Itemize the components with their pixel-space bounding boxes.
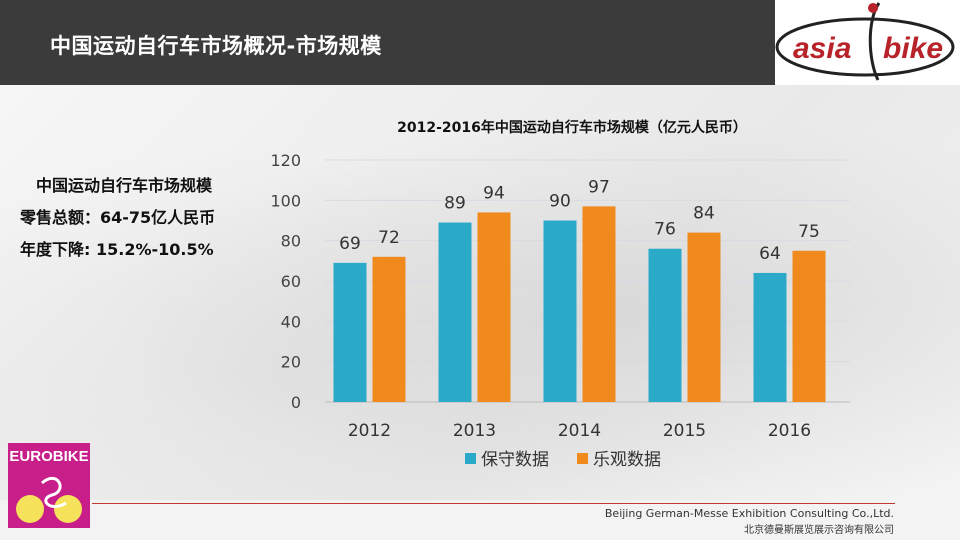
data-label: 94 bbox=[483, 183, 505, 203]
legend-swatch bbox=[465, 453, 476, 464]
footer-company-cn: 北京德曼斯展览展示咨询有限公司 bbox=[744, 525, 894, 536]
y-tick-label: 0 bbox=[291, 393, 301, 412]
logo-text-asia: asia bbox=[793, 32, 851, 65]
asiabike-logo-graphic: asia bike bbox=[775, 2, 955, 81]
bar-optimistic-2016 bbox=[792, 250, 826, 402]
chart-legend: 保守数据 乐观数据 bbox=[465, 450, 661, 470]
summary-retail-total: 零售总额：64-75亿人民币 bbox=[20, 208, 216, 227]
summary-annual-decline: 年度下降: 15.2%-10.5% bbox=[20, 240, 214, 259]
eurobike-text: EUROBIKE bbox=[9, 448, 88, 465]
y-tick-label: 20 bbox=[281, 353, 301, 372]
header-bar: 中国运动自行车市场概况-市场规模 bbox=[0, 0, 775, 85]
summary-box: 中国运动自行车市场规模 零售总额：64-75亿人民币 年度下降: 15.2%-1… bbox=[20, 170, 260, 266]
bar-conservative-2013 bbox=[438, 222, 472, 402]
footer-divider bbox=[92, 503, 895, 504]
eurobike-logo-graphic: EUROBIKE bbox=[8, 443, 90, 528]
y-tick-label: 60 bbox=[281, 272, 301, 291]
y-tick-label: 40 bbox=[281, 312, 301, 331]
legend-label: 乐观数据 bbox=[593, 450, 661, 470]
data-label: 69 bbox=[339, 234, 361, 254]
data-label: 84 bbox=[693, 204, 715, 224]
legend-swatch bbox=[577, 453, 588, 464]
bar-conservative-2016 bbox=[753, 272, 787, 402]
chart-title: 2012-2016年中国运动自行车市场规模（亿元人民币） bbox=[397, 119, 747, 136]
bar-conservative-2015 bbox=[648, 248, 682, 402]
bar-optimistic-2015 bbox=[687, 232, 721, 402]
y-tick-label: 100 bbox=[270, 191, 301, 210]
legend-label: 保守数据 bbox=[481, 450, 549, 470]
summary-heading: 中国运动自行车市场规模 bbox=[36, 176, 213, 195]
data-label: 97 bbox=[588, 177, 610, 197]
bar-chart: 2012-2016年中国运动自行车市场规模（亿元人民币） 0 20 40 60 80 10… bbox=[270, 119, 850, 470]
data-label: 90 bbox=[549, 192, 571, 212]
x-tick-label: 2015 bbox=[663, 421, 706, 441]
asiabike-logo: asia bike bbox=[775, 0, 960, 85]
chart-bars: 69 72 89 94 90 97 76 84 64 75 bbox=[333, 177, 826, 402]
data-label: 75 bbox=[798, 222, 820, 242]
x-tick-label: 2016 bbox=[768, 421, 811, 441]
chart-x-labels: 2012 2013 2014 2015 2016 bbox=[348, 421, 811, 441]
bar-optimistic-2013 bbox=[477, 212, 511, 402]
bar-conservative-2012 bbox=[333, 262, 367, 402]
eurobike-logo: EUROBIKE bbox=[8, 443, 90, 528]
page-title: 中国运动自行车市场概况-市场规模 bbox=[50, 34, 382, 58]
logo-text-bike: bike bbox=[883, 32, 943, 65]
data-label: 72 bbox=[378, 228, 400, 248]
bar-conservative-2014 bbox=[543, 220, 577, 402]
bar-optimistic-2012 bbox=[372, 256, 406, 402]
data-label: 89 bbox=[444, 194, 466, 214]
chart-y-ticks: 0 20 40 60 80 100 120 bbox=[270, 151, 301, 412]
footer-company-en: Beijing German-Messe Exhibition Consulti… bbox=[604, 507, 894, 520]
bar-optimistic-2014 bbox=[582, 206, 616, 402]
x-tick-label: 2012 bbox=[348, 421, 391, 441]
x-tick-label: 2014 bbox=[558, 421, 601, 441]
y-tick-label: 120 bbox=[270, 151, 301, 170]
logo-dot bbox=[868, 3, 878, 13]
data-label: 64 bbox=[759, 244, 781, 264]
y-tick-label: 80 bbox=[281, 232, 301, 251]
data-label: 76 bbox=[654, 220, 676, 240]
x-tick-label: 2013 bbox=[453, 421, 496, 441]
